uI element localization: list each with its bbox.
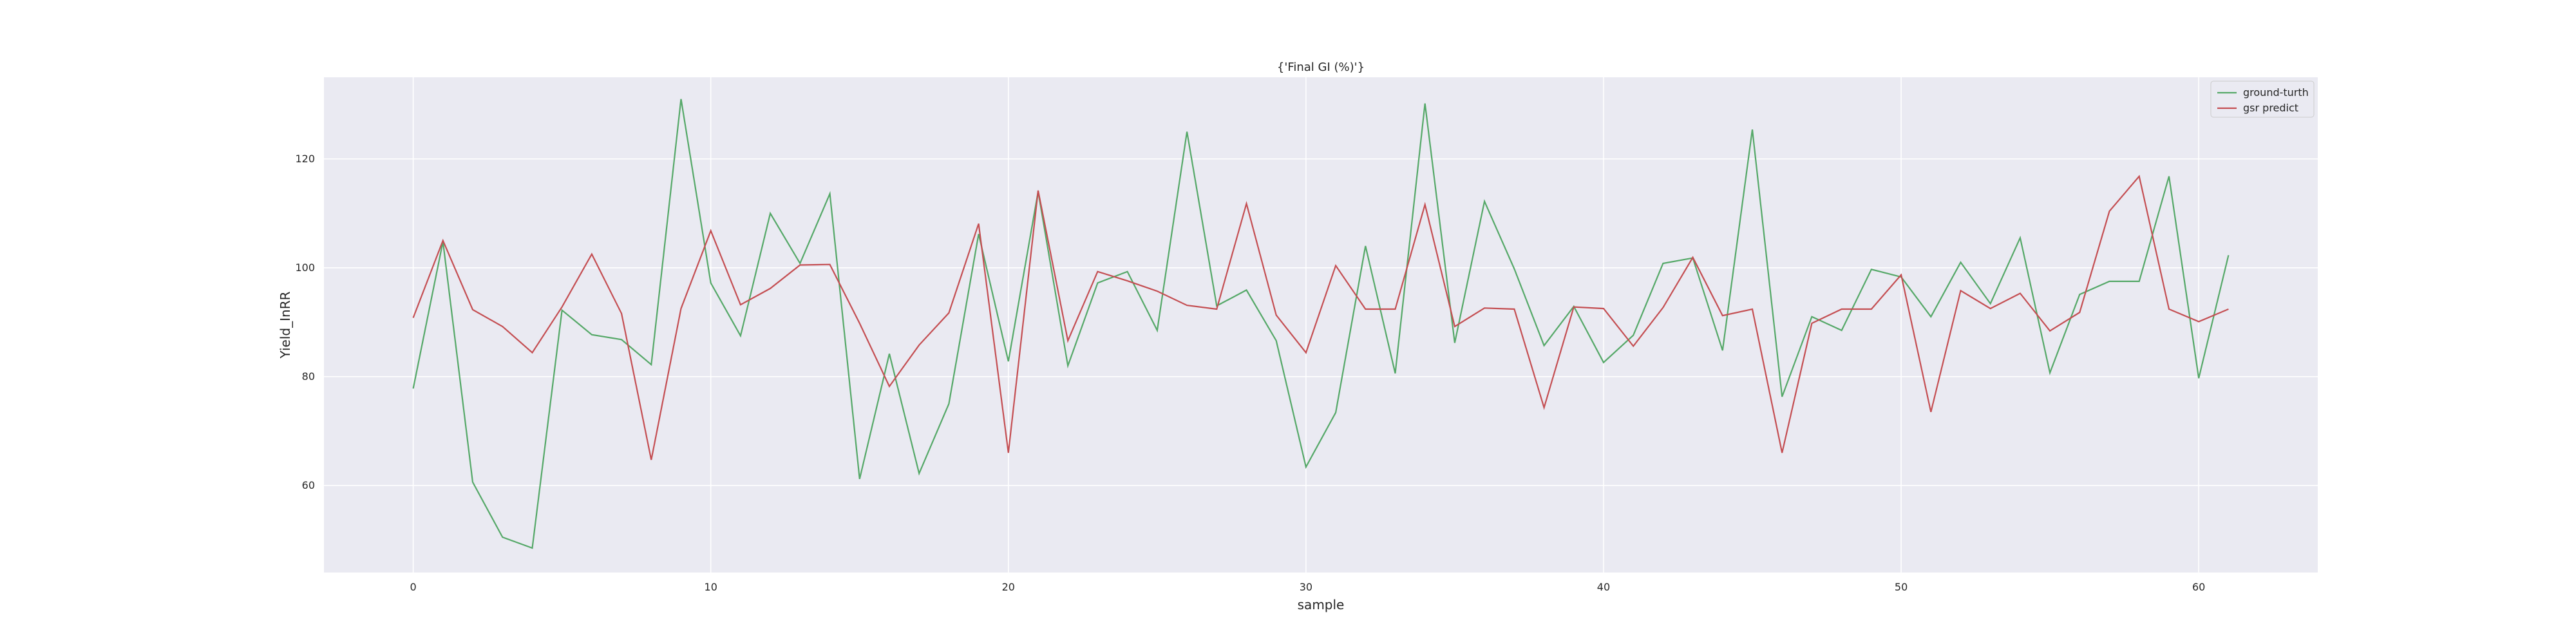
x-tick-label: 60 bbox=[2192, 581, 2205, 593]
y-tick-label: 80 bbox=[302, 370, 315, 383]
chart-title: {'Final GI (%)'} bbox=[1277, 61, 1365, 74]
series-lines bbox=[412, 99, 2230, 549]
x-axis-label: sample bbox=[1298, 597, 1345, 612]
legend-label: gsr predict bbox=[2243, 102, 2298, 114]
plot-area bbox=[324, 77, 2318, 573]
series-line-ground-turth bbox=[412, 99, 2230, 549]
y-tick-label: 60 bbox=[302, 479, 315, 491]
y-tick-label: 120 bbox=[295, 153, 315, 165]
y-axis-label: Yield_InRR bbox=[278, 291, 293, 359]
x-tick-label: 30 bbox=[1300, 581, 1312, 593]
x-tick-label: 50 bbox=[1895, 581, 1908, 593]
tick-labels: 0 10 20 30 40 50 60 60 80 100 120 bbox=[295, 153, 2205, 593]
x-tick-label: 0 bbox=[410, 581, 417, 593]
grid bbox=[324, 77, 2318, 573]
x-tick-label: 20 bbox=[1002, 581, 1015, 593]
legend: ground-turth gsr predict bbox=[2210, 80, 2315, 118]
x-tick-label: 40 bbox=[1597, 581, 1610, 593]
legend-label: ground-turth bbox=[2243, 86, 2309, 99]
series-line-gsr-predict bbox=[412, 175, 2229, 460]
y-tick-label: 100 bbox=[295, 261, 315, 274]
x-tick-label: 10 bbox=[705, 581, 717, 593]
